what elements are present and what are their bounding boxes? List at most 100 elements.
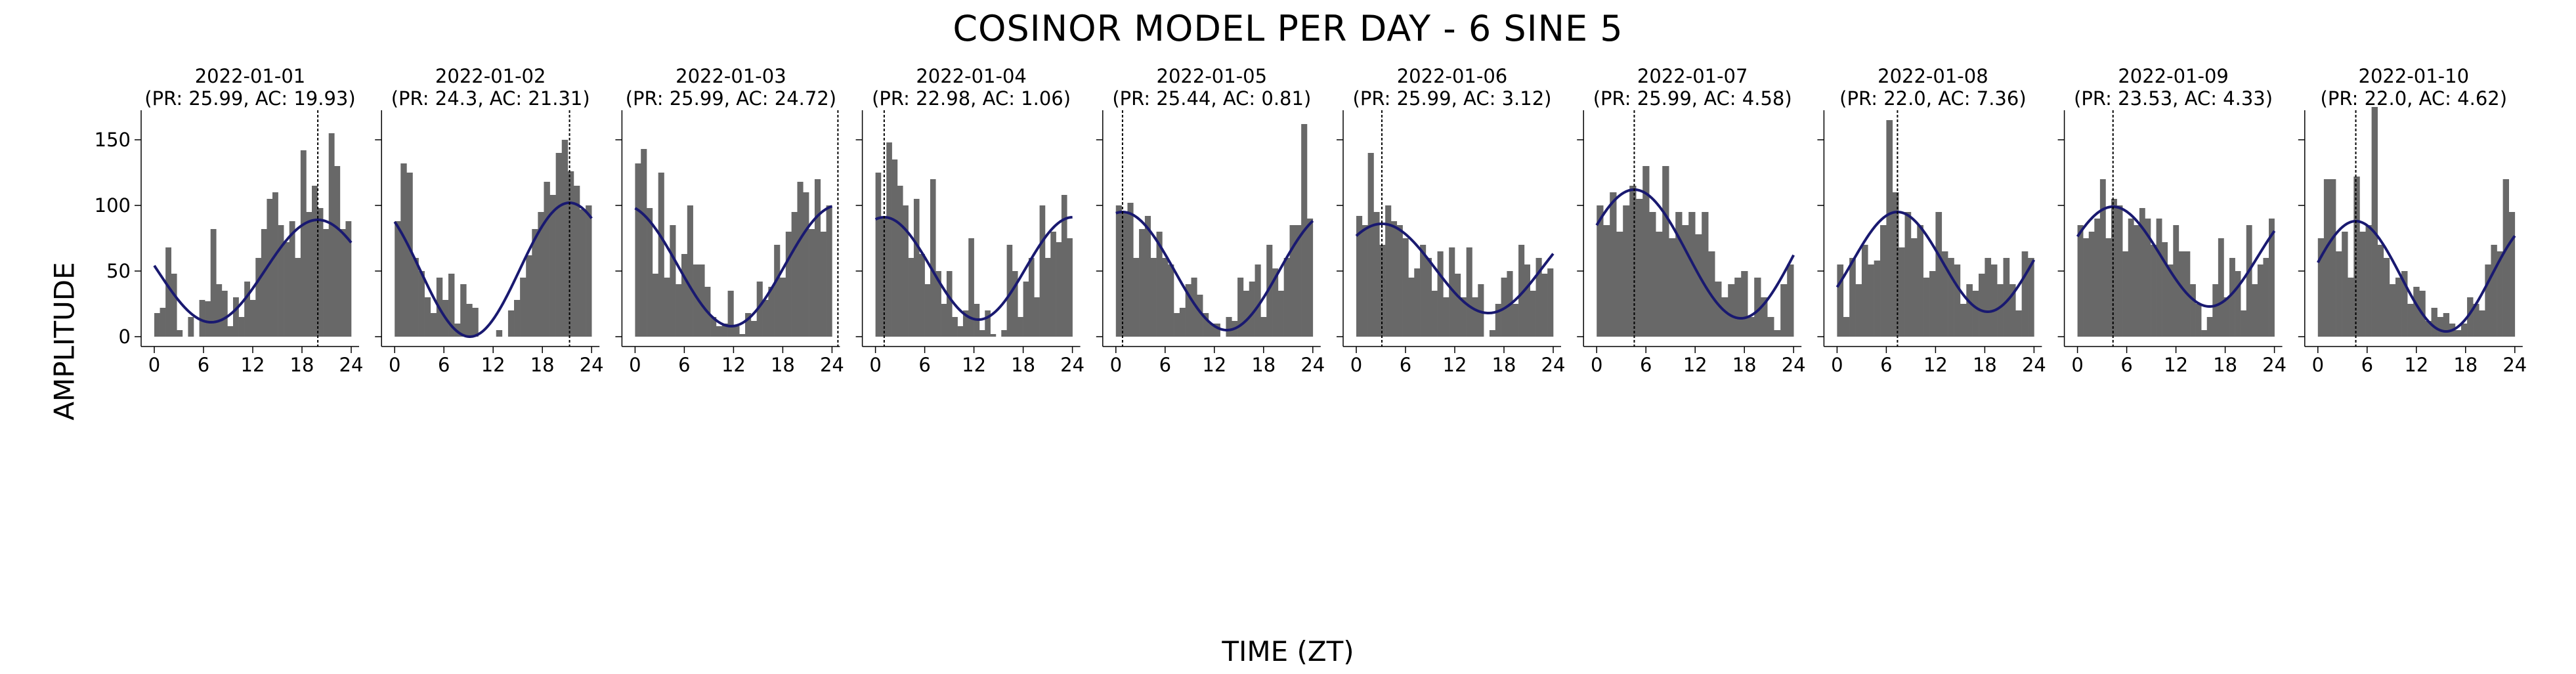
histogram-bar <box>1277 291 1284 337</box>
histogram-bar <box>278 225 284 337</box>
histogram-bar <box>1954 264 1961 337</box>
x-tick-label: 18 <box>1492 354 1516 376</box>
histogram-bar <box>919 254 925 337</box>
histogram-bar <box>1787 264 1794 337</box>
histogram-bar <box>1880 225 1887 337</box>
x-tick-label: 12 <box>2164 354 2188 376</box>
histogram-bar <box>1121 212 1128 337</box>
histogram-bar <box>785 232 792 337</box>
histogram-bar <box>2491 245 2497 337</box>
histogram-bar <box>1197 295 1203 337</box>
histogram-bar <box>727 291 734 337</box>
histogram-bar <box>2134 225 2140 337</box>
histogram-bar <box>249 300 256 337</box>
histogram-bar <box>424 297 431 337</box>
histogram-bar <box>908 258 914 337</box>
histogram-bar <box>2263 258 2269 337</box>
histogram-bar <box>2431 308 2437 337</box>
histogram-bar <box>1629 186 1637 337</box>
x-tick-label: 18 <box>1732 354 1757 376</box>
histogram-bar <box>255 258 262 337</box>
histogram-bar <box>2151 245 2157 337</box>
histogram-bar <box>1460 297 1467 337</box>
histogram-bar <box>2156 219 2162 337</box>
histogram-bar <box>1675 212 1683 337</box>
histogram-bar <box>2116 205 2123 337</box>
x-tick-label: 12 <box>481 354 505 376</box>
histogram-bar <box>1443 297 1449 337</box>
histogram-bar <box>2167 264 2174 337</box>
histogram-bar <box>2460 324 2468 337</box>
histogram-bar <box>1168 264 1174 337</box>
histogram-bar <box>2178 251 2185 337</box>
histogram-bar <box>418 271 425 337</box>
histogram-bar <box>957 326 964 337</box>
cosinor-fit-line <box>1355 222 1555 315</box>
histogram-bar <box>756 282 763 337</box>
histogram-bar <box>1396 225 1403 337</box>
panel-subtitle: (PR: 23.53, AC: 4.33) <box>2074 87 2273 110</box>
histogram-bar <box>1044 258 1051 337</box>
histogram-bar <box>1472 297 1478 337</box>
histogram-bar <box>1018 317 1023 337</box>
histogram-bar <box>1524 264 1530 337</box>
x-tick-label: 6 <box>2361 354 2373 376</box>
histogram-bar <box>985 310 991 337</box>
histogram-bar <box>2485 264 2491 337</box>
histogram-bar <box>930 179 936 337</box>
x-tick-label: 0 <box>389 354 400 376</box>
histogram-bar <box>472 308 479 337</box>
histogram-bar <box>1028 258 1035 337</box>
histogram-bar <box>1127 203 1134 337</box>
x-tick-label: 24 <box>1300 354 1325 376</box>
histogram-bar <box>466 304 473 337</box>
histogram-bar <box>1855 284 1862 337</box>
histogram-bar <box>1837 264 1844 337</box>
histogram-bar <box>312 186 318 337</box>
histogram-bar <box>1966 284 1973 337</box>
histogram-bar <box>2229 258 2235 337</box>
histogram-bar <box>1012 271 1018 337</box>
day-panel: 0 6 12 18 24 2022-01-07(PR: 25.99, AC: 4.58) <box>1577 65 1806 376</box>
x-tick-label: 0 <box>148 354 160 376</box>
histogram-bar <box>2099 179 2106 337</box>
panel-date-title: 2022-01-09 <box>2118 65 2229 87</box>
panel-date-title: 2022-01-10 <box>2359 65 2470 87</box>
histogram-bar <box>2128 219 2134 337</box>
histogram-bar <box>406 173 413 337</box>
histogram-bar <box>2003 258 2010 337</box>
histogram-bar <box>1208 324 1215 337</box>
histogram-bar <box>586 205 592 337</box>
histogram-bar <box>1185 284 1191 337</box>
histogram-bar <box>2413 287 2420 337</box>
histogram-bar <box>2377 245 2384 337</box>
histogram-bar <box>412 258 419 337</box>
histogram-bar <box>1695 234 1702 337</box>
histogram-bar <box>1734 278 1742 337</box>
histogram-bar <box>1513 304 1519 337</box>
panel-subtitle: (PR: 25.44, AC: 0.81) <box>1112 87 1311 110</box>
histogram-bar <box>1373 212 1380 337</box>
x-tick-label: 12 <box>721 354 746 376</box>
histogram-bar <box>2467 297 2474 337</box>
histogram-bar <box>165 247 172 337</box>
histogram-bar <box>1056 242 1062 337</box>
x-tick-label: 6 <box>1640 354 1652 376</box>
histogram-bar <box>1868 264 1874 337</box>
histogram-bar <box>2317 238 2325 337</box>
histogram-bar <box>1780 284 1788 337</box>
histogram-bar <box>549 195 556 337</box>
cosinor-fit-line <box>874 215 1073 321</box>
histogram-bar <box>300 150 307 337</box>
histogram-bar <box>532 229 538 337</box>
histogram-bar <box>261 229 267 337</box>
x-tick-label: 18 <box>1973 354 1997 376</box>
x-tick-label: 12 <box>1443 354 1467 376</box>
cosinor-fit-line <box>2317 219 2516 333</box>
histogram-bar <box>1174 313 1180 337</box>
histogram-bar <box>721 324 728 337</box>
histogram-bar <box>2252 284 2258 337</box>
histogram-bar <box>188 317 194 337</box>
histogram-bar <box>716 326 723 337</box>
histogram-bar <box>317 208 324 337</box>
